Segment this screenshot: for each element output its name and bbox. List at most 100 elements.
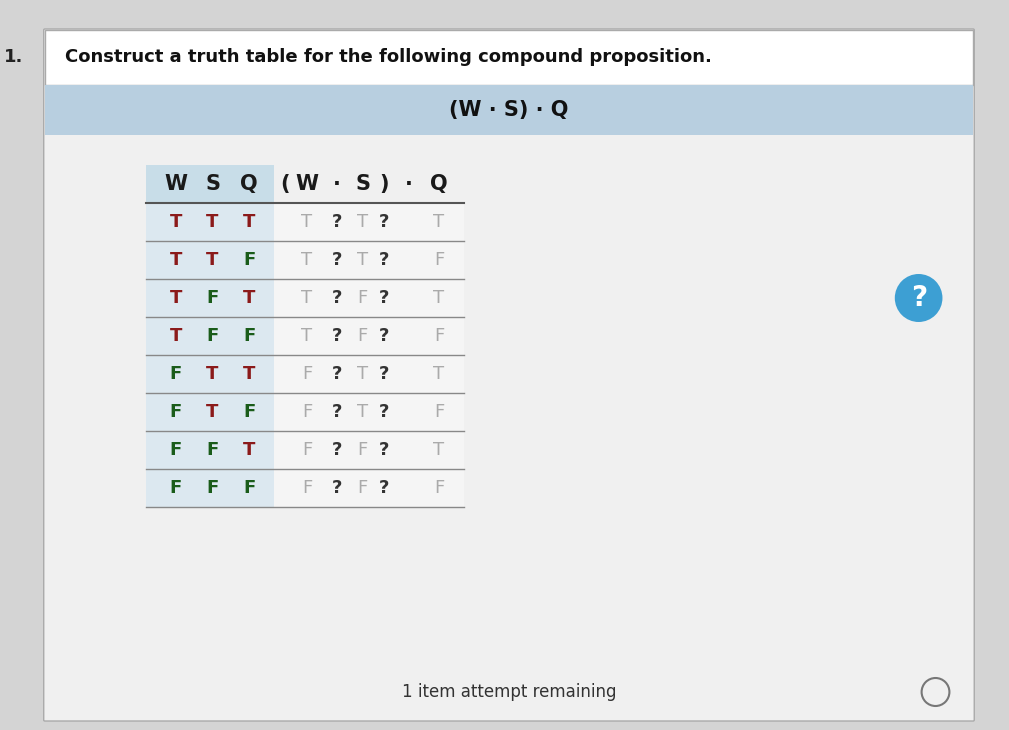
Text: ?: ? — [379, 289, 389, 307]
Text: ?: ? — [332, 289, 342, 307]
Text: F: F — [302, 479, 312, 497]
Text: T: T — [302, 251, 313, 269]
Text: F: F — [243, 327, 255, 345]
Text: F: F — [357, 479, 367, 497]
Text: T: T — [357, 251, 368, 269]
Text: T: T — [302, 327, 313, 345]
Bar — [146, 241, 274, 279]
Text: F: F — [243, 403, 255, 421]
Text: ?: ? — [332, 403, 342, 421]
Text: F: F — [302, 365, 312, 383]
Bar — [274, 317, 464, 355]
Text: ?: ? — [332, 365, 342, 383]
Text: T: T — [170, 289, 182, 307]
Text: W: W — [296, 174, 319, 194]
Text: ?: ? — [332, 441, 342, 459]
Text: ·: · — [333, 174, 341, 194]
Bar — [146, 355, 274, 393]
Text: T: T — [207, 403, 219, 421]
Circle shape — [895, 274, 942, 322]
Text: T: T — [434, 441, 445, 459]
Text: T: T — [207, 365, 219, 383]
Bar — [274, 393, 464, 431]
Text: T: T — [357, 213, 368, 231]
Bar — [146, 279, 274, 317]
Bar — [146, 203, 274, 241]
Text: T: T — [170, 327, 182, 345]
Bar — [274, 241, 464, 279]
Text: F: F — [170, 479, 182, 497]
Text: T: T — [243, 213, 255, 231]
Text: Q: Q — [430, 174, 448, 194]
Text: F: F — [357, 327, 367, 345]
Text: T: T — [434, 213, 445, 231]
Text: ?: ? — [910, 284, 926, 312]
Text: ?: ? — [379, 327, 389, 345]
Text: F: F — [434, 479, 444, 497]
Text: F: F — [243, 251, 255, 269]
Bar — [274, 431, 464, 469]
Bar — [44, 30, 974, 85]
Text: F: F — [434, 327, 444, 345]
Text: F: F — [207, 441, 219, 459]
Bar — [274, 469, 464, 507]
Text: 1 item attempt remaining: 1 item attempt remaining — [402, 683, 616, 701]
Text: ?: ? — [332, 213, 342, 231]
Text: ·: · — [406, 174, 413, 194]
Text: W: W — [164, 174, 188, 194]
Text: F: F — [207, 289, 219, 307]
Bar — [146, 431, 274, 469]
Text: F: F — [434, 403, 444, 421]
Text: F: F — [434, 251, 444, 269]
Text: (W · S) · Q: (W · S) · Q — [449, 100, 569, 120]
Text: F: F — [302, 441, 312, 459]
Text: T: T — [434, 289, 445, 307]
Text: 1.: 1. — [3, 48, 23, 66]
Bar — [274, 355, 464, 393]
Text: T: T — [434, 365, 445, 383]
Text: ?: ? — [379, 365, 389, 383]
Text: F: F — [207, 327, 219, 345]
Text: T: T — [207, 251, 219, 269]
Text: S: S — [205, 174, 220, 194]
Text: Q: Q — [240, 174, 258, 194]
Text: ?: ? — [332, 327, 342, 345]
Text: S: S — [355, 174, 370, 194]
FancyBboxPatch shape — [43, 29, 975, 721]
Bar — [274, 279, 464, 317]
Text: T: T — [243, 289, 255, 307]
Text: ?: ? — [379, 213, 389, 231]
Text: T: T — [302, 213, 313, 231]
Text: ): ) — [379, 174, 389, 194]
Text: T: T — [357, 403, 368, 421]
Text: F: F — [170, 365, 182, 383]
Text: T: T — [243, 365, 255, 383]
Bar — [146, 469, 274, 507]
Text: T: T — [207, 213, 219, 231]
Text: F: F — [357, 441, 367, 459]
Text: T: T — [243, 441, 255, 459]
Text: ?: ? — [379, 441, 389, 459]
Text: T: T — [170, 251, 182, 269]
Text: (: ( — [281, 174, 290, 194]
Text: T: T — [170, 213, 182, 231]
Bar — [44, 85, 974, 135]
Text: F: F — [243, 479, 255, 497]
Text: T: T — [357, 365, 368, 383]
Bar — [274, 203, 464, 241]
Text: F: F — [170, 403, 182, 421]
Text: F: F — [302, 403, 312, 421]
Text: ?: ? — [379, 403, 389, 421]
Text: F: F — [207, 479, 219, 497]
Bar — [146, 317, 274, 355]
Text: F: F — [357, 289, 367, 307]
Bar — [146, 165, 274, 203]
Text: ?: ? — [332, 479, 342, 497]
Text: F: F — [170, 441, 182, 459]
Text: ?: ? — [379, 251, 389, 269]
Text: ?: ? — [332, 251, 342, 269]
Text: T: T — [302, 289, 313, 307]
Text: ?: ? — [379, 479, 389, 497]
Bar — [146, 393, 274, 431]
Text: Construct a truth table for the following compound proposition.: Construct a truth table for the followin… — [65, 48, 711, 66]
